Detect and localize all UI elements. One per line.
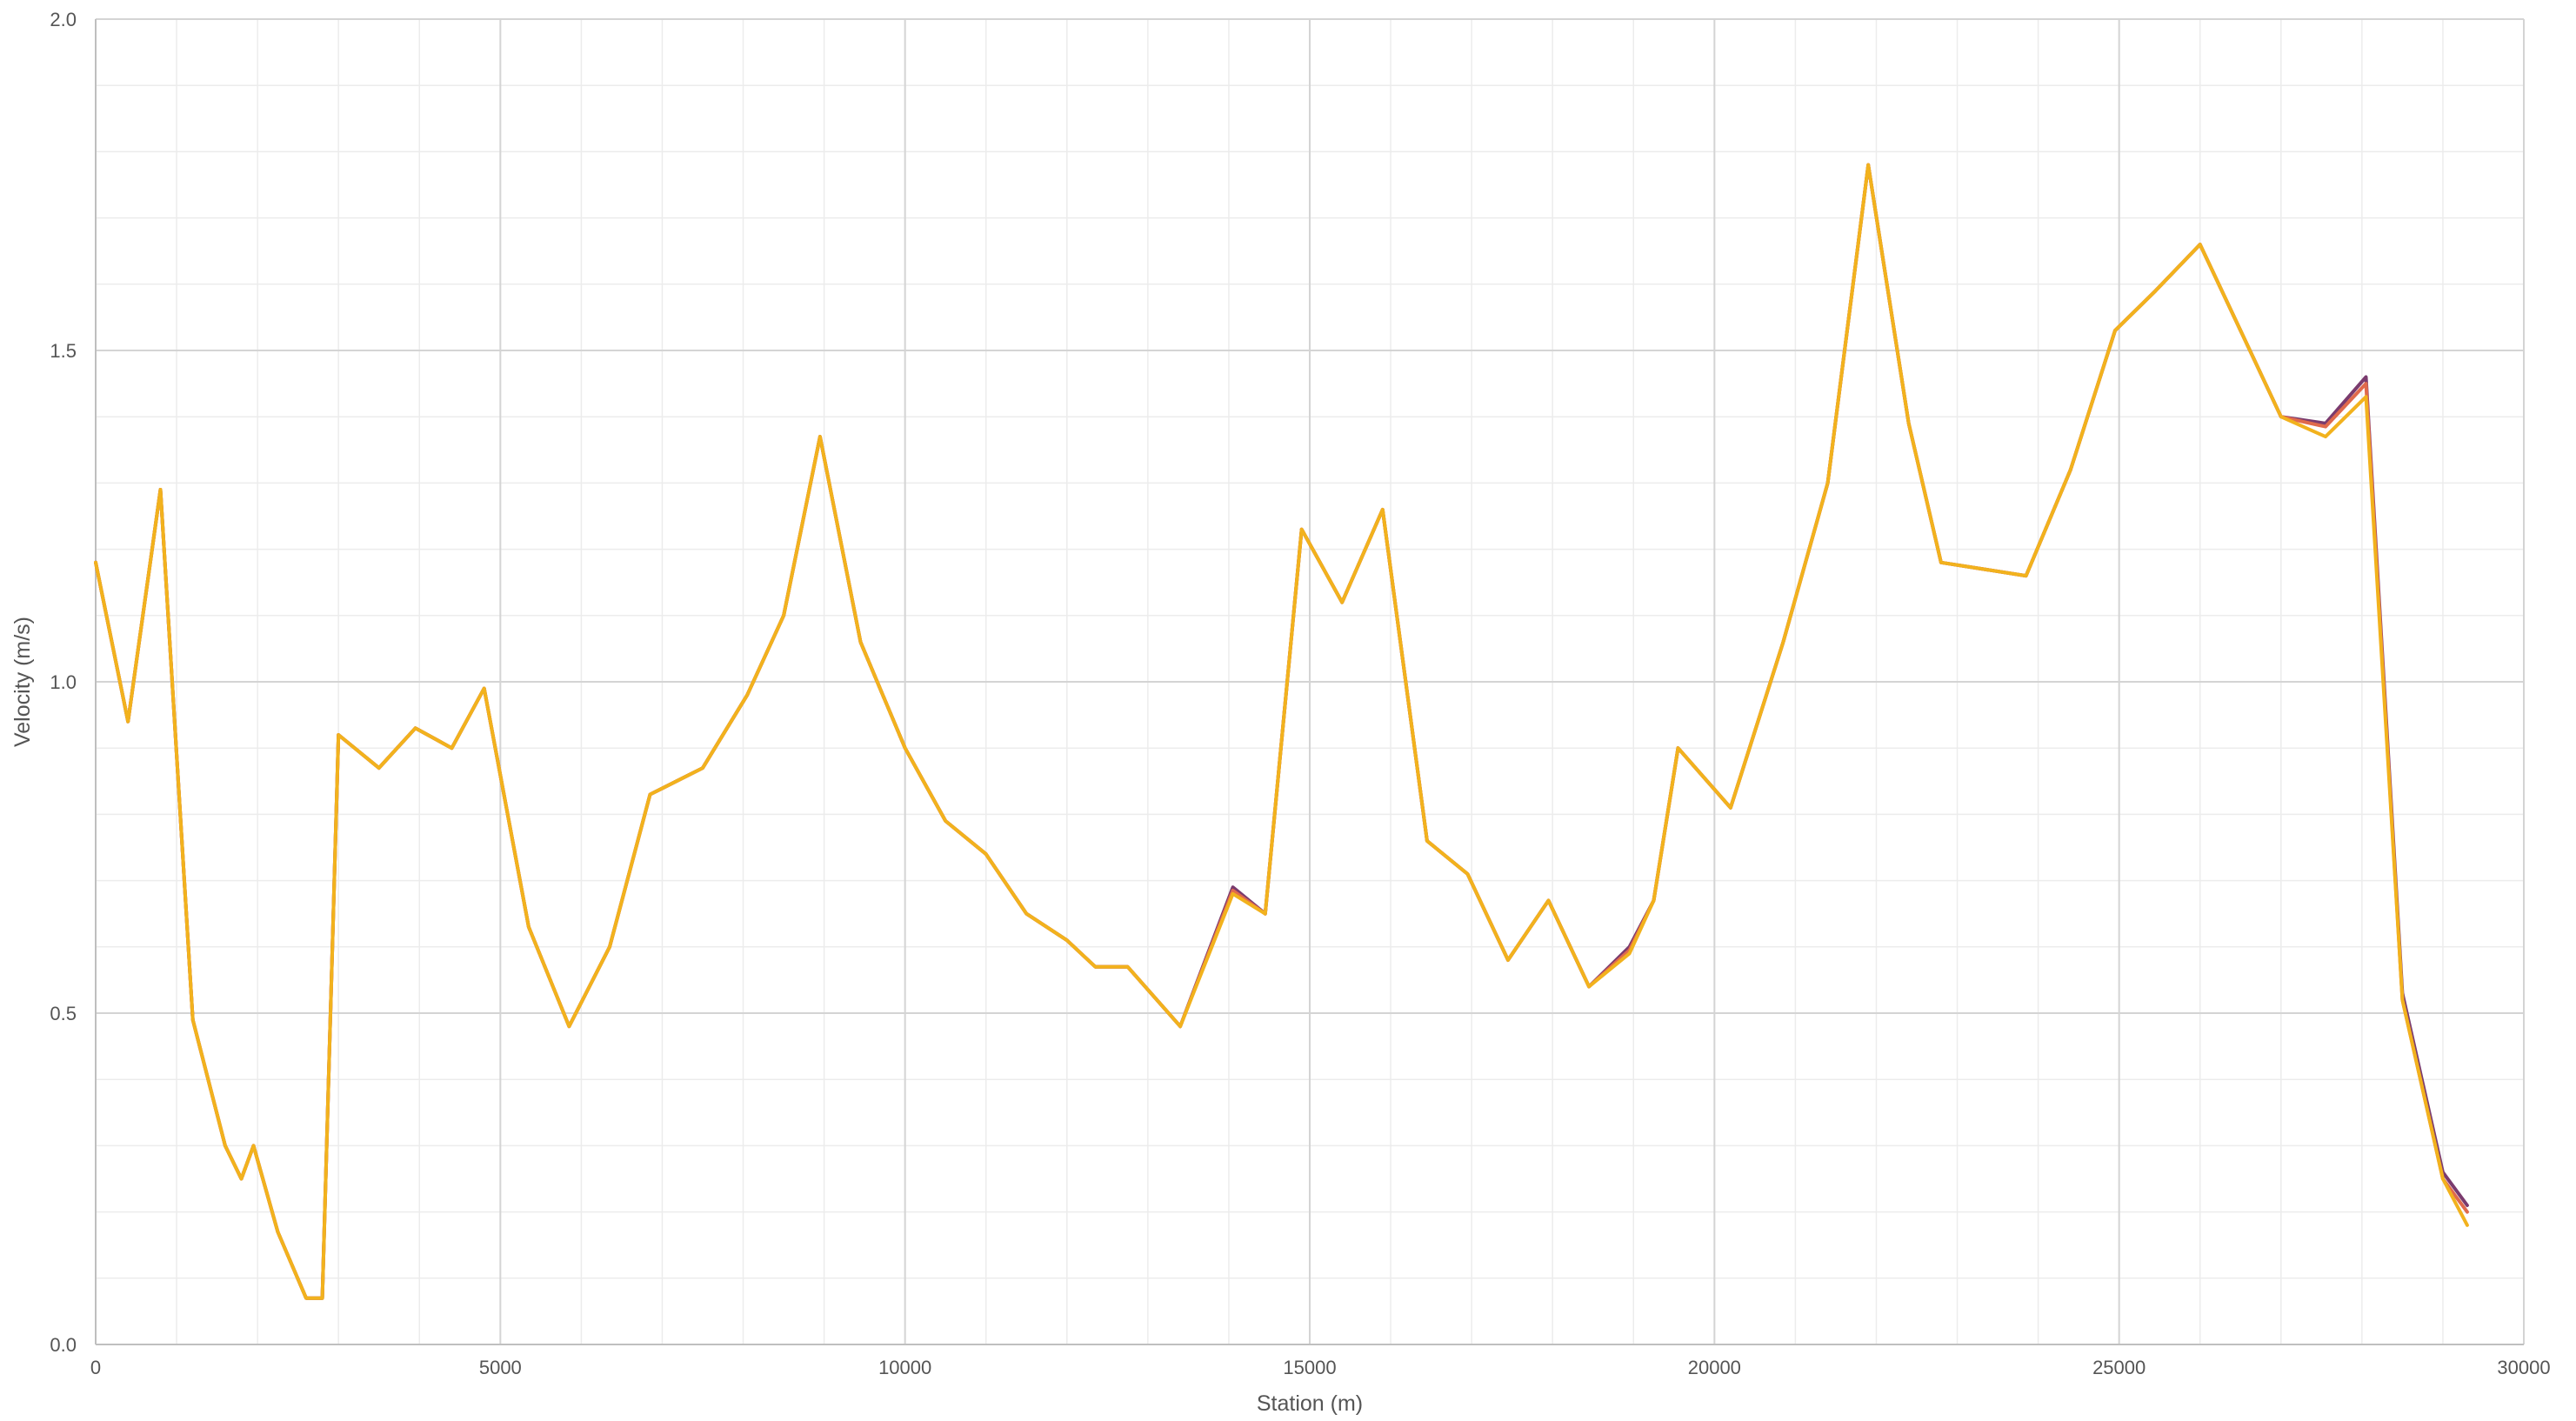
x-tick-label: 0 [90,1357,101,1378]
x-tick-labels: 0 5000 10000 15000 20000 25000 30000 [90,1357,2551,1378]
y-tick-label: 2.0 [50,9,77,30]
x-axis-title: Station (m) [1257,1391,1363,1416]
x-tick-label: 20000 [1688,1357,1741,1378]
y-tick-label: 0.5 [50,1003,77,1024]
y-tick-label: 0.0 [50,1334,77,1356]
y-tick-label: 1.5 [50,340,77,362]
y-tick-labels: 0.0 0.5 1.0 1.5 2.0 [50,9,77,1356]
axes [95,19,2524,1345]
x-tick-label: 5000 [479,1357,522,1378]
x-tick-label: 10000 [878,1357,931,1378]
y-tick-label: 1.0 [50,671,77,693]
series-layer [94,163,2469,1300]
x-tick-label: 15000 [1283,1357,1336,1378]
x-tick-label: 30000 [2497,1357,2550,1378]
y-axis-title: Velocity (m/s) [10,617,35,747]
series-line-3 [94,163,2469,1300]
x-tick-label: 25000 [2092,1357,2146,1378]
